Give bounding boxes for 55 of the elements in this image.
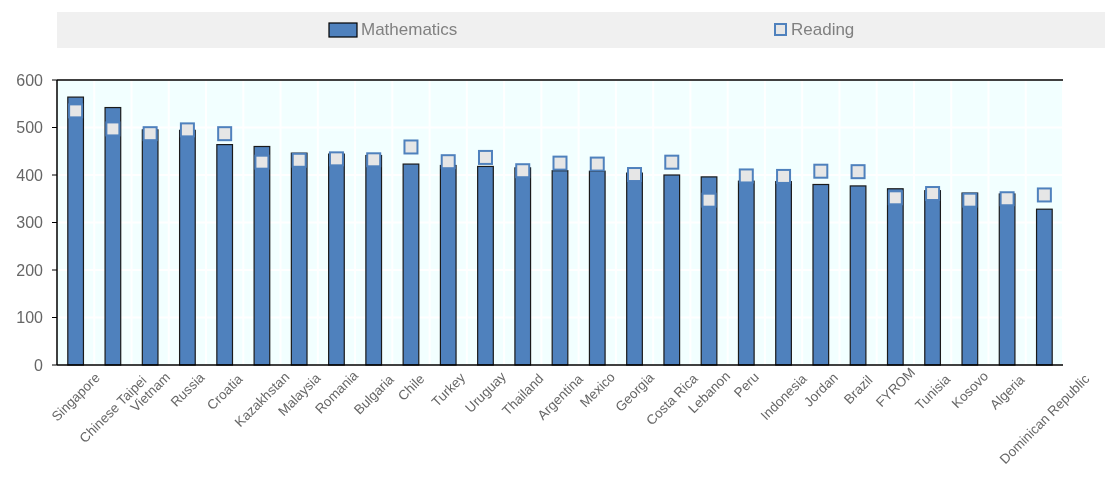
bar [1035,208,1053,366]
point [515,163,531,179]
bar [365,154,383,366]
point [850,164,866,180]
point [105,121,121,137]
point [440,154,456,170]
bar [961,192,979,366]
point [291,152,307,168]
bar [812,183,830,366]
y-tick-label: 0 [34,356,44,374]
bar [700,176,718,366]
bar [849,185,867,366]
bar [886,188,904,366]
point [68,103,84,119]
point [328,151,344,167]
y-tick-label: 200 [16,261,44,279]
point [1036,187,1052,203]
point [179,122,195,138]
point [142,126,158,142]
bar [402,163,420,366]
point [589,156,605,172]
point [477,149,493,165]
point [962,192,978,208]
bar [141,129,159,366]
point [776,168,792,184]
bar [514,167,532,366]
bar [253,145,271,366]
point [925,186,941,202]
point [701,192,717,208]
y-tick-label: 500 [16,119,44,137]
bar [998,193,1016,366]
bar [328,153,345,366]
bar [663,174,681,366]
point [887,190,903,206]
bar [924,190,942,366]
bar [104,106,122,366]
point [552,155,568,171]
bar [67,96,85,366]
point [738,168,754,184]
point [813,163,829,179]
bar [216,144,234,366]
y-tick-label: 100 [16,309,44,327]
legend-label: Reading [791,20,855,39]
point [403,139,419,155]
point [254,154,270,170]
y-tick-label: 400 [16,166,44,184]
point [664,154,680,170]
bar [290,152,308,366]
point [627,167,643,183]
point [217,126,233,142]
y-tick-label: 600 [16,71,44,89]
point [999,191,1015,207]
y-tick-label: 300 [16,214,44,232]
legend-label: Mathematics [361,20,458,39]
point [366,152,382,168]
